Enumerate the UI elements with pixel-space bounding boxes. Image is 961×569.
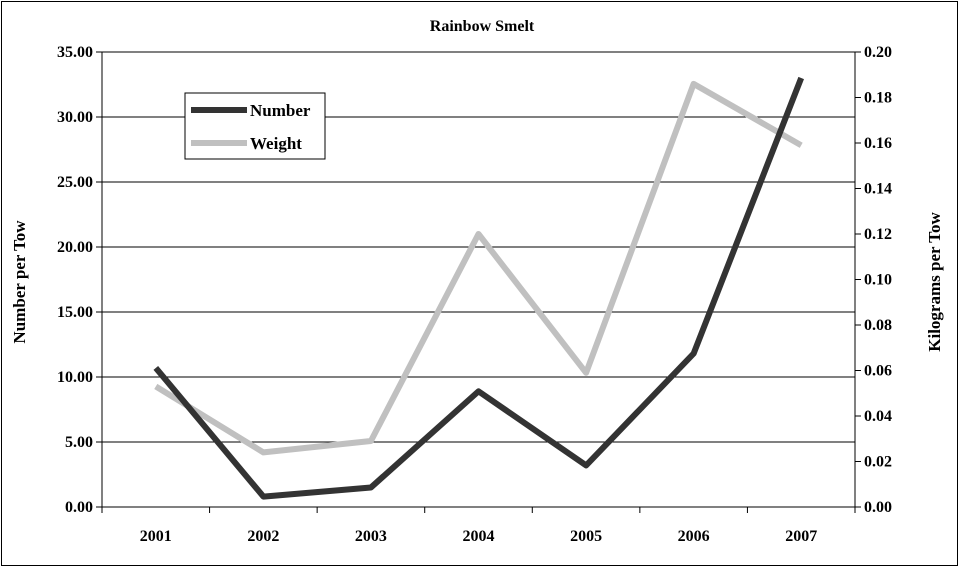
- right-tick-label: 0.04: [864, 408, 892, 425]
- left-tick-label: 20.00: [57, 239, 93, 256]
- left-tick-label: 10.00: [57, 369, 93, 386]
- left-tick-label: 30.00: [57, 109, 93, 126]
- left-axis-label: Number per Tow: [10, 220, 29, 344]
- x-tick-label: 2003: [355, 528, 387, 545]
- x-tick-label: 2007: [785, 528, 817, 545]
- x-tick-label: 2004: [463, 528, 495, 545]
- right-axis-tick-labels: 0.00 0.02 0.04 0.06 0.08 0.10 0.12 0.14 0.16 0.18…: [864, 44, 892, 516]
- left-tick-label: 35.00: [57, 44, 93, 61]
- right-tick-label: 0.12: [864, 226, 892, 243]
- right-tick-label: 0.18: [864, 90, 892, 107]
- x-axis-tick-labels: 2001 2002 2003 2004 2005 2006 2007: [140, 528, 817, 545]
- gridlines: [102, 51, 855, 443]
- legend-label-number: Number: [250, 101, 311, 120]
- chart-title: Rainbow Smelt: [430, 18, 535, 35]
- legend-box: [184, 92, 326, 160]
- right-tick-label: 0.08: [864, 317, 892, 334]
- x-tick-label: 2002: [247, 528, 279, 545]
- left-tick-label: 5.00: [65, 434, 93, 451]
- x-tick-label: 2006: [678, 528, 710, 545]
- right-tick-label: 0.00: [864, 499, 892, 516]
- legend: Number Weight: [184, 92, 326, 160]
- legend-label-weight: Weight: [250, 134, 302, 153]
- right-axis-label: Kilograms per Tow: [925, 212, 944, 352]
- x-tick-label: 2001: [140, 528, 172, 545]
- right-tick-label: 0.20: [864, 44, 892, 61]
- series-line-weight: [154, 80, 803, 456]
- right-tick-label: 0.14: [864, 181, 892, 198]
- left-tick-label: 15.00: [57, 304, 93, 321]
- right-tick-label: 0.10: [864, 272, 892, 289]
- series-lines: [153, 76, 804, 500]
- right-tick-label: 0.06: [864, 363, 892, 380]
- left-tick-label: 25.00: [57, 174, 93, 191]
- left-axis-tick-labels: 0.00 5.00 10.00 15.00 20.00 25.00 30.00 35.00: [57, 44, 93, 516]
- right-tick-label: 0.02: [864, 454, 892, 471]
- left-tick-label: 0.00: [65, 499, 93, 516]
- right-tick-label: 0.16: [864, 135, 892, 152]
- x-tick-label: 2005: [570, 528, 602, 545]
- series-line-number: [153, 76, 804, 500]
- axes: [96, 51, 861, 513]
